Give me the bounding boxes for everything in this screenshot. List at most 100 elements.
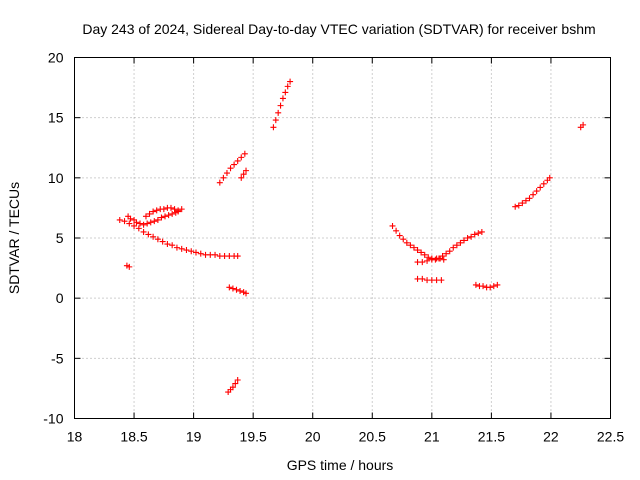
y-axis-label: SDTVAR / TECUs bbox=[6, 182, 22, 294]
data-point bbox=[126, 220, 133, 227]
data-point bbox=[167, 204, 174, 211]
data-point bbox=[471, 231, 478, 238]
data-point bbox=[158, 214, 165, 221]
series-arc-k bbox=[414, 255, 447, 266]
data-point bbox=[154, 236, 161, 243]
data-point bbox=[277, 102, 284, 109]
series-arc-h bbox=[238, 167, 250, 181]
data-point bbox=[151, 218, 158, 225]
data-point bbox=[396, 232, 403, 239]
data-point bbox=[227, 165, 234, 172]
data-point bbox=[400, 236, 407, 243]
x-tick-label: 18 bbox=[67, 429, 83, 445]
data-point bbox=[243, 167, 250, 174]
data-point bbox=[144, 220, 151, 227]
data-point bbox=[270, 124, 277, 131]
data-point bbox=[519, 200, 526, 207]
data-point bbox=[126, 263, 133, 270]
data-point bbox=[419, 259, 426, 266]
data-point bbox=[216, 179, 223, 186]
data-point bbox=[147, 219, 154, 226]
data-point bbox=[480, 283, 487, 290]
data-point bbox=[537, 184, 544, 191]
data-point bbox=[231, 161, 238, 168]
data-point bbox=[226, 284, 233, 291]
data-point bbox=[178, 245, 185, 252]
data-point bbox=[237, 287, 244, 294]
data-point bbox=[446, 248, 453, 255]
x-tick-label: 21.5 bbox=[478, 429, 505, 445]
data-point bbox=[142, 213, 149, 220]
data-point bbox=[140, 228, 147, 235]
data-point bbox=[428, 256, 435, 263]
series-arc-e bbox=[226, 284, 250, 297]
data-point bbox=[421, 251, 428, 258]
x-axis-label: GPS time / hours bbox=[287, 457, 394, 473]
data-point bbox=[116, 216, 123, 223]
x-tick-label: 18.5 bbox=[120, 429, 147, 445]
data-point bbox=[487, 284, 494, 291]
data-point bbox=[159, 238, 166, 245]
data-point bbox=[229, 384, 236, 391]
series-arc-l bbox=[414, 275, 445, 284]
data-point bbox=[464, 235, 471, 241]
data-point bbox=[403, 239, 410, 246]
data-point bbox=[150, 233, 157, 240]
data-point bbox=[121, 218, 128, 225]
data-point bbox=[453, 242, 460, 249]
data-point bbox=[580, 121, 587, 128]
data-point bbox=[131, 222, 138, 229]
data-point bbox=[137, 220, 144, 227]
x-tick-label: 19.5 bbox=[240, 429, 267, 445]
data-point bbox=[279, 95, 286, 102]
data-point bbox=[407, 242, 414, 249]
data-point bbox=[234, 376, 241, 383]
data-point bbox=[162, 213, 169, 220]
data-point bbox=[424, 257, 431, 264]
series-arc-n bbox=[512, 174, 553, 210]
data-point bbox=[440, 256, 447, 263]
data-point bbox=[160, 206, 167, 213]
data-point bbox=[154, 216, 161, 223]
data-point bbox=[512, 203, 519, 210]
data-point bbox=[414, 247, 421, 254]
data-point bbox=[457, 239, 464, 246]
series-arc-d bbox=[123, 262, 133, 270]
data-point bbox=[234, 253, 241, 260]
data-point bbox=[419, 275, 426, 282]
data-point bbox=[165, 212, 172, 219]
data-point bbox=[238, 174, 245, 181]
series-arc-g bbox=[216, 150, 248, 186]
data-point bbox=[393, 227, 400, 234]
data-point bbox=[515, 202, 522, 209]
series-arc-c bbox=[142, 204, 185, 220]
data-point bbox=[526, 195, 533, 202]
data-point bbox=[460, 237, 467, 244]
data-point bbox=[169, 210, 176, 217]
data-point bbox=[188, 248, 195, 255]
data-point bbox=[287, 78, 294, 85]
data-point bbox=[192, 249, 199, 256]
y-tick-label: -10 bbox=[43, 411, 63, 427]
data-point bbox=[178, 206, 185, 213]
y-tick-label: -5 bbox=[51, 350, 64, 366]
data-point bbox=[133, 219, 140, 226]
tick-layer: 18 18.5 19 19.5 20 20.5 21 21.5 22 22.5 -10 -5 0 5 10 1… bbox=[43, 50, 624, 445]
data-point bbox=[282, 89, 289, 96]
data-point bbox=[410, 244, 417, 251]
series-arc-f bbox=[225, 376, 241, 396]
y-tick-label: 10 bbox=[48, 170, 64, 186]
y-tick-label: 15 bbox=[48, 110, 64, 126]
data-point bbox=[540, 180, 547, 187]
chart-title: Day 243 of 2024, Sidereal Day-to-day VTE… bbox=[82, 21, 595, 37]
x-tick-label: 22 bbox=[543, 429, 559, 445]
data-point bbox=[478, 228, 485, 235]
grid-layer bbox=[74, 57, 611, 419]
series-arc-m bbox=[472, 281, 501, 291]
data-point bbox=[425, 254, 432, 261]
data-points bbox=[116, 78, 587, 396]
x-tick-label: 19 bbox=[186, 429, 202, 445]
data-point bbox=[223, 170, 230, 177]
data-point bbox=[234, 157, 241, 164]
